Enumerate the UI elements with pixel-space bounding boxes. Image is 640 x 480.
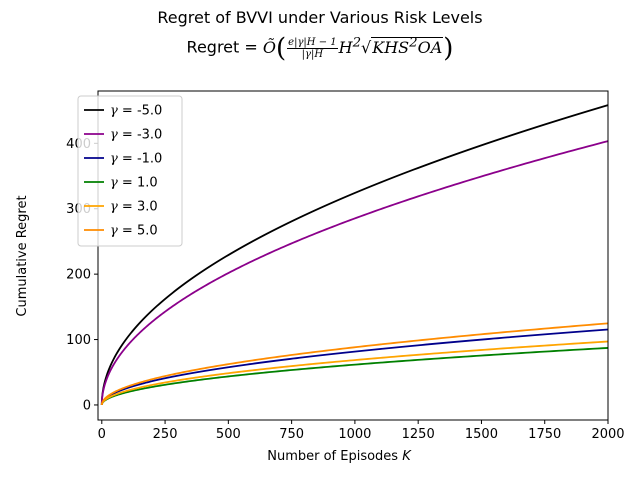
legend-gamma-symbol: γ: [110, 176, 118, 191]
legend-label-2: γ = -1.0: [110, 152, 162, 167]
legend-value: = -3.0: [118, 128, 163, 143]
series-line-5: [100, 322, 609, 405]
paren-open: (: [276, 33, 287, 63]
legend-value: = 3.0: [118, 200, 158, 215]
series-line-1: [100, 140, 609, 405]
h-exponent: 2: [352, 35, 362, 51]
legend-gamma-symbol: γ: [110, 224, 118, 239]
x-tick-label: 1250: [402, 427, 435, 442]
legend-gamma-symbol: γ: [110, 104, 118, 119]
x-axis-label: Number of Episodes K: [267, 449, 412, 464]
legend-value: = -1.0: [118, 152, 163, 167]
legend-label-1: γ = -3.0: [110, 128, 162, 143]
x-tick-label: 250: [153, 427, 178, 442]
fraction-numerator: e|γ|H − 1: [287, 36, 338, 49]
legend-label-3: γ = 1.0: [110, 176, 158, 191]
x-tick-label: 1750: [528, 427, 561, 442]
otilde-symbol: Õ: [262, 37, 276, 57]
series-line-4: [100, 340, 609, 405]
series-layer: [100, 104, 609, 405]
series-line-0: [100, 104, 609, 405]
y-tick-label: 100: [66, 333, 91, 348]
subtitle-prefix: Regret =: [186, 37, 263, 57]
sqrt-body: KHS2OA: [371, 35, 444, 57]
legend-label-4: γ = 3.0: [110, 200, 158, 215]
y-tick-label: 0: [83, 398, 91, 413]
legend-gamma-symbol: γ: [110, 152, 118, 167]
x-ticks: 0 250 500 750 1000 1250 1500 1750 2000: [98, 420, 625, 442]
legend-value: = 1.0: [118, 176, 158, 191]
x-tick-label: 0: [98, 427, 106, 442]
h-term: H: [338, 37, 353, 57]
y-tick-label: 200: [66, 268, 91, 283]
fraction: e|γ|H − 1 |γ|H: [287, 36, 338, 60]
x-tick-label: 750: [279, 427, 304, 442]
sqrt-body-pre: KHS: [372, 37, 410, 57]
x-tick-label: 2000: [591, 427, 624, 442]
y-axis-label: Cumulative Regret: [15, 195, 30, 316]
x-axis-label-text: Number of Episodes: [267, 449, 402, 464]
x-tick-label: 1500: [465, 427, 498, 442]
sqrt-sign: √: [361, 37, 372, 57]
legend-label-0: γ = -5.0: [110, 104, 162, 119]
legend-label-5: γ = 5.0: [110, 224, 158, 239]
legend: γ = -5.0γ = -3.0γ = -1.0γ = 1.0γ = 3.0γ …: [77, 95, 183, 247]
paren-close: ): [443, 33, 454, 63]
axes-frame: [97, 90, 609, 421]
sqrt-exponent: 2: [409, 35, 418, 51]
series-line-2: [100, 328, 609, 405]
x-tick-label: 500: [216, 427, 241, 442]
chart-title: Regret of BVVI under Various Risk Levels: [157, 8, 483, 27]
fraction-denominator: |γ|H: [301, 48, 324, 60]
x-axis-label-symbol: K: [402, 449, 412, 464]
x-tick-label: 1000: [338, 427, 371, 442]
legend-value: = -5.0: [118, 104, 163, 119]
legend-gamma-symbol: γ: [110, 128, 118, 143]
regret-formula: Õ(e|γ|H − 1 |γ|H H2√KHS2OA): [262, 33, 454, 63]
legend-value: = 5.0: [118, 224, 158, 239]
chart-subtitle: Regret = Õ(e|γ|H − 1 |γ|H H2√KHS2OA): [0, 33, 640, 63]
series-line-3: [100, 347, 609, 405]
legend-gamma-symbol: γ: [110, 200, 118, 215]
sqrt-body-post: OA: [417, 37, 443, 57]
